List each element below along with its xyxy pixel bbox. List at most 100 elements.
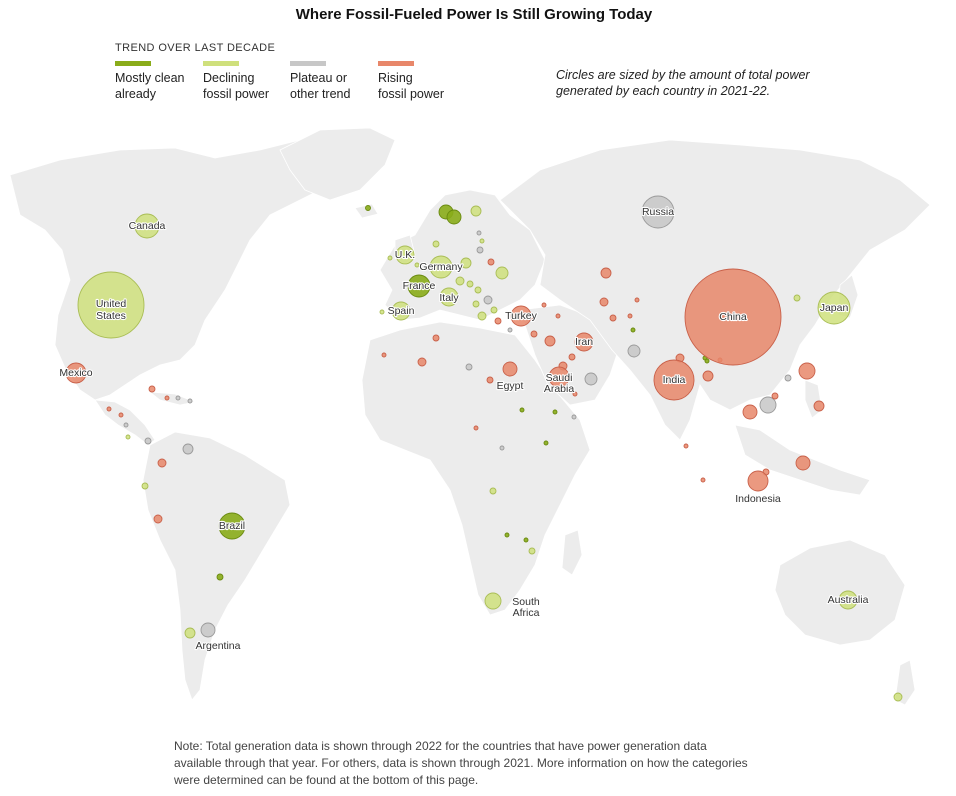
country-bubble-31 [572, 391, 578, 397]
country-bubble-84 [683, 443, 689, 449]
legend-item-declining: Declining fossil power [203, 61, 269, 102]
label-argentina: Argentina [196, 640, 241, 652]
chart-title: Where Fossil-Fueled Power Is Still Growi… [295, 6, 653, 23]
bubble-germany [429, 255, 453, 279]
country-bubble-60 [106, 406, 112, 412]
legend-label-rising-2: fossil power [378, 87, 444, 101]
legend-label-declining-1: Declining [203, 71, 255, 85]
country-bubble-4 [432, 240, 440, 248]
country-bubble-54 [387, 255, 393, 261]
label-japan: Japan [820, 302, 849, 314]
country-bubble-41 [771, 392, 779, 400]
label-south-africa-1: South [512, 596, 540, 608]
country-bubble-63 [125, 434, 131, 440]
legend-heading: TREND OVER LAST DECADE [115, 42, 276, 54]
legend-item-clean: Mostly clean already [115, 61, 184, 102]
landmass-australia [774, 539, 906, 646]
footnote-line-2: available through that year. For others,… [174, 756, 748, 770]
country-bubble-59 [187, 398, 193, 404]
label-india: India [663, 374, 686, 386]
footnote-line-3: were determined can be found at the bott… [174, 773, 479, 787]
country-bubble-15 [472, 300, 480, 308]
label-south-africa-2: Africa [513, 607, 540, 619]
country-bubble-78 [519, 407, 525, 413]
country-bubble-79 [552, 409, 558, 415]
country-bubble-2 [470, 205, 482, 217]
country-bubble-73 [504, 532, 510, 538]
country-bubble-11 [455, 276, 465, 286]
label-iran: Iran [575, 336, 593, 348]
country-bubble-67 [141, 482, 149, 490]
bubble-argentina [200, 622, 216, 638]
country-bubble-39 [742, 404, 758, 420]
label-italy: Italy [439, 292, 459, 304]
landmass-south-america [142, 431, 291, 701]
country-bubble-80 [571, 414, 577, 420]
country-bubble-29 [544, 335, 556, 347]
legend-item-plateau: Plateau or other trend [290, 61, 350, 102]
legend-swatch-clean [115, 61, 151, 66]
size-note-line-2: generated by each country in 2021-22. [556, 84, 771, 98]
country-bubble-50 [417, 357, 427, 367]
country-bubble-42 [784, 374, 792, 382]
bubble-turkey [510, 305, 532, 327]
country-bubble-83 [700, 477, 706, 483]
country-bubble-16 [490, 306, 498, 314]
country-bubble-13 [474, 286, 482, 294]
legend-label-clean-1: Mostly clean [115, 71, 185, 85]
size-note: Circles are sized by the amount of total… [556, 67, 846, 99]
country-bubble-66 [157, 458, 167, 468]
bubble-france [407, 274, 431, 298]
country-bubble-26 [584, 372, 598, 386]
country-bubble-46 [795, 455, 811, 471]
label-brazil: Brazil [219, 520, 245, 532]
country-bubble-25 [627, 344, 641, 358]
landmass-philippines [804, 379, 823, 419]
bubble-spain [391, 301, 411, 321]
bubble-layer [65, 195, 903, 702]
country-bubble-1 [446, 209, 462, 225]
country-bubble-23 [599, 297, 609, 307]
legend-swatch-declining [203, 61, 239, 66]
country-bubble-57 [164, 395, 170, 401]
label-united-states-1: United [96, 298, 127, 310]
country-bubble-48 [486, 376, 494, 384]
country-bubble-9 [487, 258, 495, 266]
bubble-australia [838, 590, 858, 610]
legend-label-rising-1: Rising [378, 71, 413, 85]
label-saudi-arabia-2: Arabia [544, 383, 575, 395]
country-bubble-75 [523, 537, 529, 543]
legend-label-plateau-1: Plateau or [290, 71, 347, 85]
label-china: China [719, 311, 747, 323]
bubble-italy [439, 287, 459, 307]
bubble-iran [574, 332, 594, 352]
country-bubble-53 [379, 309, 385, 315]
landmass-greenland [279, 127, 396, 201]
landmass-caribbean [148, 391, 197, 406]
country-bubble-7 [476, 246, 484, 254]
bubble-indonesia [747, 470, 769, 492]
country-bubble-19 [507, 327, 513, 333]
country-bubble-64 [144, 437, 152, 445]
label-egypt: Egypt [497, 380, 524, 392]
country-bubble-49 [465, 363, 473, 371]
country-bubble-71 [473, 425, 479, 431]
country-bubble-24 [600, 267, 612, 279]
legend-label-plateau-2: other trend [290, 87, 351, 101]
legend-label-clean-2: already [115, 87, 156, 101]
label-france: France [403, 280, 436, 292]
bubble-mexico [65, 362, 87, 384]
country-bubble-17 [477, 311, 487, 321]
bubble-brazil [218, 512, 246, 540]
label-australia: Australia [828, 594, 869, 606]
country-bubble-8 [460, 257, 472, 269]
country-bubble-14 [483, 295, 493, 305]
country-bubble-77 [499, 445, 505, 451]
country-bubble-18 [494, 317, 502, 325]
label-indonesia: Indonesia [735, 493, 781, 505]
landmass-iceland [354, 203, 379, 219]
size-note-line-1: Circles are sized by the amount of total… [556, 68, 810, 82]
legend-swatch-plateau [290, 61, 326, 66]
